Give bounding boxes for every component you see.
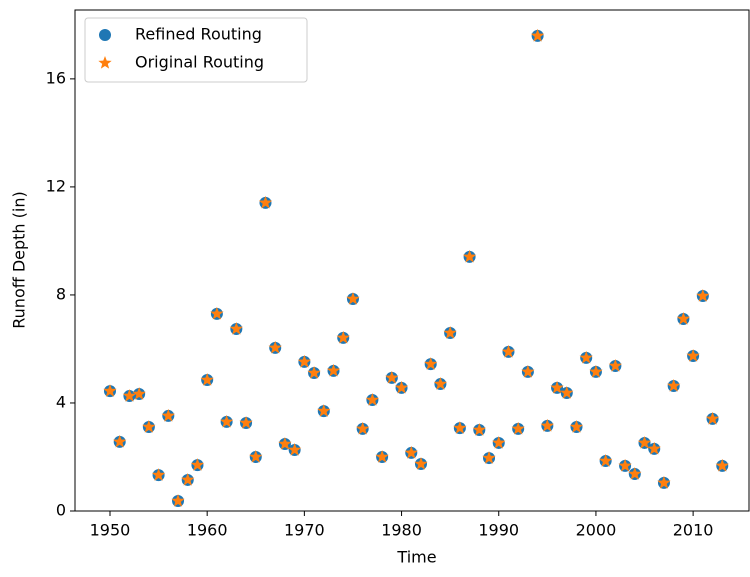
legend-label: Refined Routing	[135, 25, 262, 44]
point	[618, 458, 632, 472]
point	[249, 449, 263, 463]
point	[550, 380, 564, 394]
point	[530, 28, 545, 42]
point	[171, 494, 185, 507]
point	[239, 415, 253, 429]
x-tick-label: 2000	[576, 521, 617, 540]
point	[113, 434, 127, 448]
point	[200, 373, 214, 386]
point	[482, 451, 496, 464]
point	[103, 384, 117, 397]
legend-label: Original Routing	[135, 53, 264, 72]
point	[258, 195, 273, 209]
point	[501, 344, 516, 358]
y-tick-label: 16	[46, 68, 66, 87]
point	[385, 370, 399, 384]
point	[608, 358, 623, 372]
point	[414, 457, 428, 470]
point	[287, 442, 302, 456]
point	[229, 321, 243, 335]
point	[307, 365, 321, 379]
point	[540, 418, 554, 432]
point	[462, 249, 477, 263]
point	[142, 420, 156, 433]
x-tick-label: 1990	[478, 521, 519, 540]
x-tick-label: 1980	[381, 521, 422, 540]
point	[190, 458, 205, 471]
y-tick-label: 0	[56, 501, 66, 520]
point	[472, 422, 486, 436]
y-tick-label: 4	[56, 392, 66, 411]
plot-frame	[74, 9, 750, 512]
point	[122, 388, 137, 402]
point	[579, 350, 593, 364]
point	[657, 475, 671, 489]
point	[696, 289, 710, 302]
point	[569, 420, 584, 433]
legend-box	[84, 17, 308, 83]
point	[317, 404, 331, 417]
point	[676, 311, 691, 325]
point	[346, 291, 360, 305]
point	[628, 467, 642, 480]
point	[161, 408, 175, 422]
point	[560, 385, 574, 399]
point	[433, 377, 448, 390]
point	[268, 340, 282, 354]
x-tick-label: 1970	[284, 521, 325, 540]
y-tick-label: 8	[56, 284, 66, 303]
point	[492, 435, 506, 449]
point	[686, 348, 700, 362]
point	[667, 378, 681, 392]
point	[637, 435, 652, 449]
point	[647, 441, 661, 455]
point	[132, 387, 146, 400]
point	[151, 468, 166, 481]
point	[443, 326, 457, 339]
point	[521, 364, 535, 378]
point	[336, 330, 350, 344]
x-tick-label: 1960	[187, 521, 228, 540]
point	[326, 363, 341, 377]
x-axis-label: Time	[396, 548, 436, 567]
point	[356, 421, 370, 435]
point	[365, 393, 380, 406]
y-axis-label: Runoff Depth (in)	[10, 191, 29, 328]
point	[715, 458, 729, 472]
point	[705, 411, 720, 425]
point	[424, 357, 438, 370]
point	[181, 472, 195, 486]
point	[210, 306, 224, 320]
point	[511, 421, 525, 435]
point	[278, 437, 292, 450]
point	[453, 421, 467, 434]
point	[598, 454, 613, 467]
legend-marker	[98, 56, 112, 69]
point	[404, 445, 418, 459]
point	[297, 354, 312, 368]
x-tick-label: 2010	[673, 521, 714, 540]
point	[219, 414, 234, 428]
point	[375, 449, 389, 463]
y-tick-label: 12	[46, 176, 66, 195]
point	[589, 364, 603, 378]
legend-marker	[99, 29, 111, 41]
point	[394, 380, 409, 394]
x-tick-label: 1950	[90, 521, 131, 540]
